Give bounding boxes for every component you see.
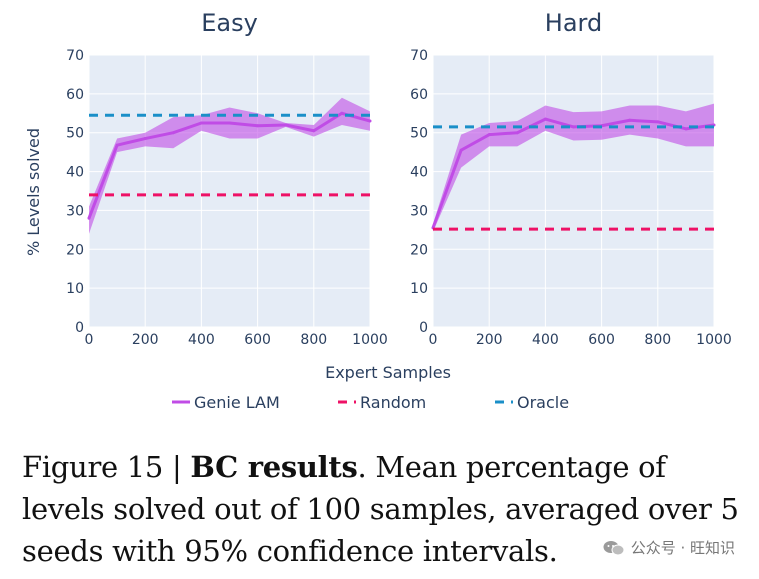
data-point [487, 133, 491, 137]
figure-caption: Figure 15 | BC results. Mean percentage … [22, 446, 742, 572]
watermark: 公众号 · 旺知识 [603, 537, 735, 558]
y-tick-label: 10 [410, 281, 428, 297]
x-tick-label: 1000 [352, 332, 388, 348]
data-point [628, 118, 632, 122]
y-tick-label: 60 [410, 87, 428, 103]
x-tick-label: 200 [132, 332, 159, 348]
data-point [543, 117, 547, 121]
confidence-band [89, 97, 370, 234]
x-tick-label: 800 [300, 332, 327, 348]
watermark-text: 公众号 · 旺知识 [630, 539, 735, 557]
x-tick-label: 800 [644, 332, 671, 348]
x-axis-label: Expert Samples [325, 363, 451, 382]
x-tick-label: 400 [188, 332, 215, 348]
data-point [115, 143, 119, 147]
x-tick-label: 0 [85, 332, 94, 348]
caption-prefix: Figure 15 | [22, 450, 191, 484]
y-tick-label: 40 [66, 165, 84, 181]
x-tick-label: 400 [532, 332, 559, 348]
y-tick-label: 50 [410, 126, 428, 142]
panel-hard: 0 10 20 30 40 50 60 70 0 200 400 600 800 1000 Hard [410, 9, 732, 348]
x-tick-label: 1000 [696, 332, 732, 348]
data-point [284, 123, 288, 127]
y-tick-label: 0 [75, 320, 84, 336]
chart-title: Hard [545, 9, 602, 37]
data-point [256, 124, 260, 128]
x-tick-label: 600 [244, 332, 271, 348]
y-tick-label: 30 [66, 203, 84, 219]
data-point [684, 127, 688, 131]
data-point [572, 125, 575, 129]
y-tick-label: 20 [66, 242, 84, 258]
data-point [143, 137, 147, 141]
y-tick-label: 0 [419, 320, 428, 336]
legend-label: Random [360, 393, 426, 412]
y-tick-label: 40 [410, 165, 428, 181]
data-point [87, 216, 91, 220]
panel-easy: 0 10 20 30 40 50 60 70 0 200 400 600 800 1000 Easy [66, 9, 388, 348]
y-axis-label: % Levels solved [24, 128, 43, 256]
data-point [368, 119, 372, 123]
data-point [199, 121, 203, 125]
legend-label: Genie LAM [194, 393, 280, 412]
y-tick-label: 10 [66, 281, 84, 297]
data-point [340, 111, 344, 115]
y-tick-label: 50 [66, 126, 84, 142]
plot-area [433, 55, 714, 327]
caption-text: . Mean percentage of levels solved out o… [22, 450, 739, 568]
confidence-band [433, 103, 714, 232]
caption-bold: BC results [190, 450, 358, 484]
x-tick-label: 600 [588, 332, 615, 348]
data-point [515, 131, 519, 135]
plot-area [89, 55, 370, 327]
x-tick-label: 200 [476, 332, 503, 348]
wechat-icon [603, 540, 625, 555]
chart-title: Easy [201, 9, 258, 37]
data-point [656, 120, 660, 124]
y-tick-label: 30 [410, 203, 428, 219]
legend: Genie LAM Random Oracle [172, 393, 569, 412]
data-point [228, 121, 231, 125]
data-point [459, 148, 463, 152]
data-point [171, 131, 175, 135]
y-tick-label: 70 [410, 48, 428, 64]
x-tick-label: 0 [429, 332, 438, 348]
y-tick-label: 20 [410, 242, 428, 258]
y-tick-label: 60 [66, 87, 84, 103]
data-point [312, 129, 316, 133]
legend-label: Oracle [517, 393, 569, 412]
y-tick-label: 70 [66, 48, 84, 64]
